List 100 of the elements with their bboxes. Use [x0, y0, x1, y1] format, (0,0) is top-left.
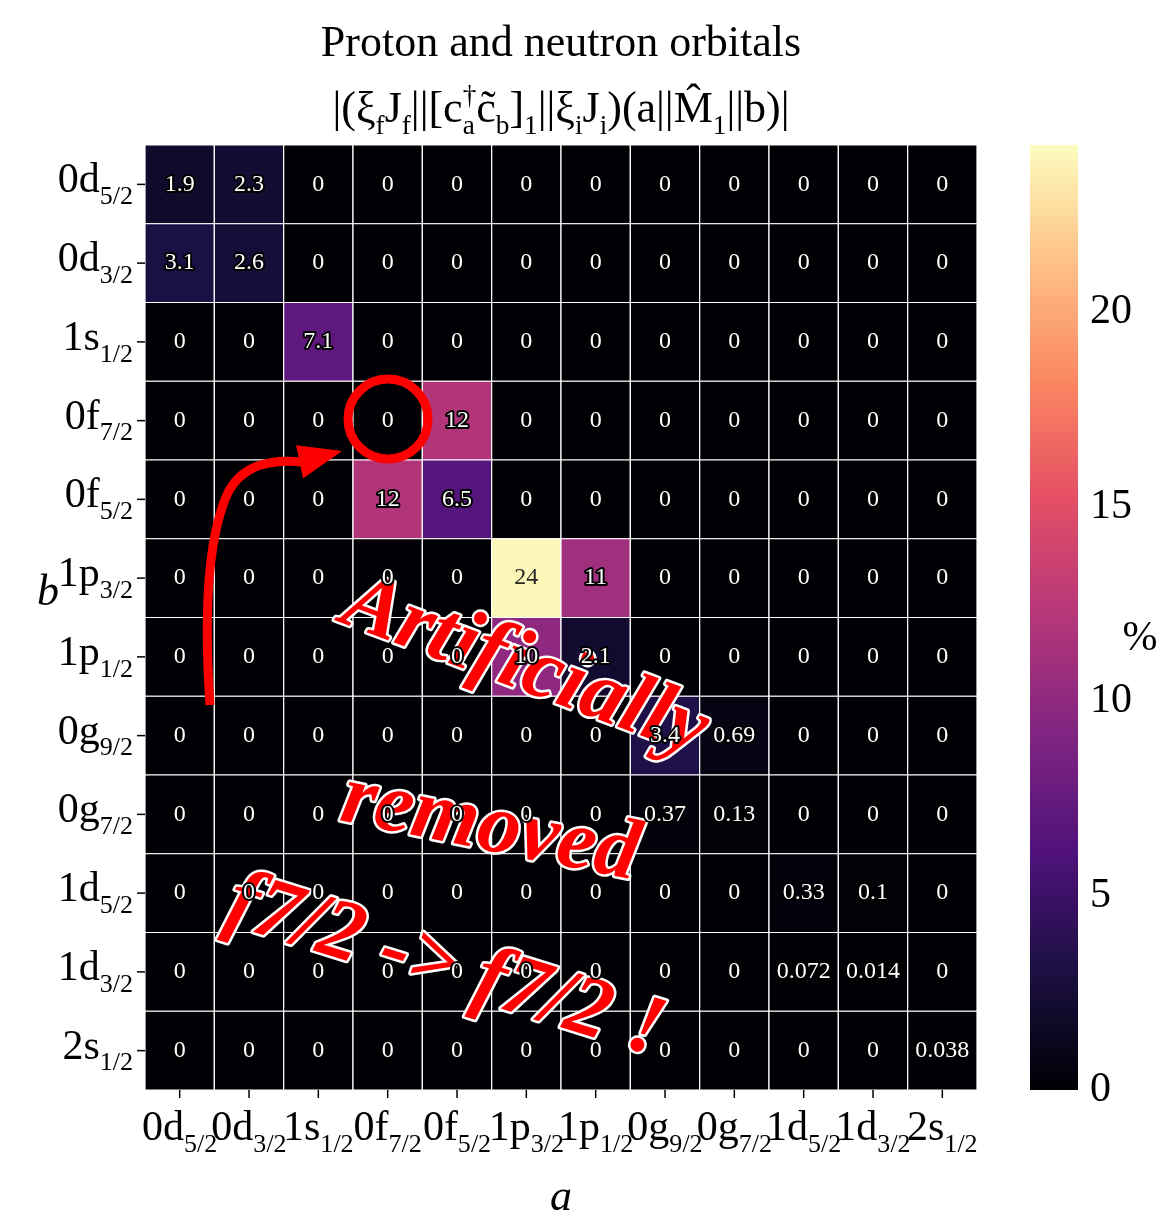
data-label: 0 [381, 405, 394, 432]
color-bar-label: 5 [1090, 869, 1111, 916]
data-label: 0 [797, 405, 810, 432]
data-label: 0 [867, 484, 879, 511]
color-bar-label: 15 [1090, 480, 1132, 527]
data-label: 2.6 [234, 248, 264, 275]
data-label: 0 [381, 248, 394, 275]
color-bar-label: 10 [1090, 675, 1132, 722]
data-label: 0 [728, 957, 741, 984]
data-label: 0.038 [915, 1035, 970, 1062]
data-label: 0 [728, 405, 741, 432]
data-label: 0 [381, 1035, 394, 1062]
data-label: 0 [728, 327, 741, 354]
data-label: 0 [728, 1035, 741, 1062]
data-label: 0 [520, 484, 533, 511]
data-label: 0 [173, 327, 186, 354]
data-label: 0 [797, 1035, 810, 1062]
data-label: 0 [381, 878, 394, 905]
chart-title: Proton and neutron orbitals [320, 17, 802, 66]
data-label: 0 [936, 878, 949, 905]
y-axis-title: b [37, 566, 59, 615]
data-label: 0 [936, 642, 949, 669]
data-label: 0 [451, 169, 463, 196]
data-label: 0 [243, 327, 255, 354]
data-label: 0 [173, 563, 186, 590]
data-label: 0 [867, 720, 879, 747]
data-label: 0 [520, 1035, 533, 1062]
data-label: 0 [520, 878, 533, 905]
data-label: 12 [375, 484, 400, 511]
data-label: 0 [797, 484, 810, 511]
data-label: 0 [312, 169, 325, 196]
data-label: 0 [589, 405, 602, 432]
data-label: 0 [243, 642, 255, 669]
data-label: 0 [173, 720, 186, 747]
data-label: 0.33 [782, 878, 825, 905]
data-label: 0 [243, 484, 255, 511]
data-label: 0 [797, 642, 810, 669]
data-label: 0 [520, 248, 533, 275]
data-label: 0 [312, 484, 325, 511]
data-label: 0 [451, 248, 463, 275]
data-label: 0 [797, 248, 810, 275]
data-label: 0 [312, 720, 325, 747]
data-label: 0 [173, 642, 186, 669]
data-label: 0 [173, 484, 186, 511]
data-label: 0 [867, 327, 879, 354]
data-label: 0 [312, 642, 325, 669]
data-label: 0 [728, 878, 741, 905]
data-label: 1.9 [164, 169, 195, 196]
data-label: 0 [659, 484, 671, 511]
data-label: 0 [936, 405, 949, 432]
data-label: 0 [936, 957, 949, 984]
data-label: 0 [451, 1035, 463, 1062]
data-label: 0 [659, 248, 671, 275]
data-label: 0 [936, 327, 949, 354]
data-label: 0 [589, 169, 602, 196]
color-bar-label: 20 [1090, 286, 1132, 333]
data-label: 0 [867, 1035, 879, 1062]
data-label: 0.69 [713, 720, 756, 747]
data-label: 0 [728, 248, 741, 275]
data-label: 0 [936, 563, 949, 590]
data-label: 0 [243, 799, 255, 826]
color-bar-label: 0 [1090, 1064, 1111, 1111]
data-label: 0 [797, 720, 810, 747]
data-label: 0.014 [846, 957, 900, 984]
data-label: 0 [797, 327, 810, 354]
data-label: 0 [728, 642, 741, 669]
data-label: 0 [312, 248, 325, 275]
data-label: 0 [589, 878, 602, 905]
data-label: 0 [936, 248, 949, 275]
data-label: 0 [589, 248, 602, 275]
data-label: 0 [659, 878, 671, 905]
data-label: 0 [867, 248, 879, 275]
data-label: 0 [381, 169, 394, 196]
data-label: 0 [659, 327, 671, 354]
data-label: 0 [728, 169, 741, 196]
data-label: 0 [173, 878, 186, 905]
data-label: 0 [867, 799, 879, 826]
data-label: 0 [451, 878, 463, 905]
color-bar-title: % [1122, 613, 1158, 659]
data-label: 0 [451, 327, 463, 354]
data-label: 0 [312, 405, 325, 432]
data-label: 6.5 [442, 484, 472, 511]
data-label: 0 [659, 405, 671, 432]
data-label: 0 [243, 563, 255, 590]
data-label: 0 [312, 1035, 325, 1062]
data-label: 2.3 [234, 169, 264, 196]
data-label: 0 [520, 405, 533, 432]
data-label: 0.072 [776, 957, 831, 984]
data-label: 0 [312, 563, 325, 590]
data-label: 0 [936, 799, 949, 826]
data-label: 0 [797, 169, 810, 196]
data-label: 0 [173, 799, 186, 826]
data-label: 0 [381, 327, 394, 354]
data-label: 0 [867, 169, 879, 196]
data-label: 0 [867, 563, 879, 590]
data-label: 0 [589, 484, 602, 511]
data-label: 0 [867, 405, 879, 432]
x-axis-title: a [550, 1171, 572, 1217]
data-label: 0 [173, 957, 186, 984]
data-label: 0 [520, 169, 533, 196]
